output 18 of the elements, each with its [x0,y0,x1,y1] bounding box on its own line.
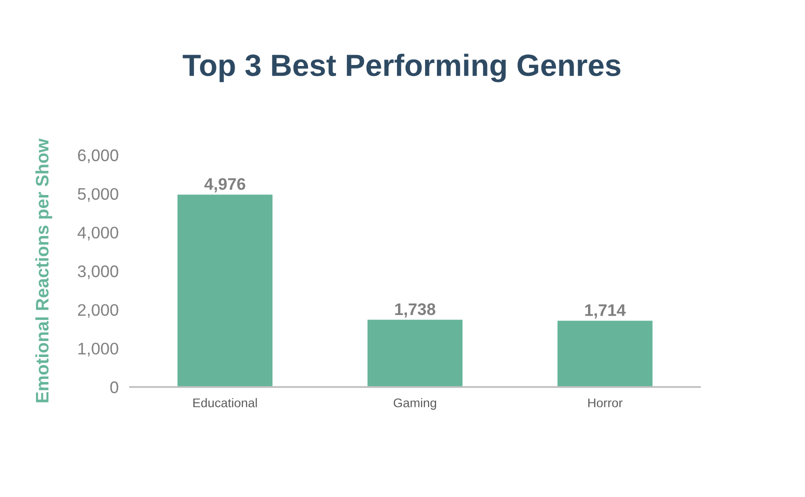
x-tick-label: Horror [588,398,623,408]
bar [558,320,652,387]
y-axis-title: Emotional Reactions per Show [35,138,52,402]
x-tick-label: Educational [193,398,257,408]
data-label: 1,714 [585,304,626,318]
bar [368,320,462,387]
chart-title: Top 3 Best Performing Genres [182,54,620,82]
y-tick-label: 0 [110,381,118,394]
data-label: 4,976 [204,178,246,192]
y-tick-label: 5,000 [78,188,118,202]
y-tick-label: 3,000 [78,265,118,280]
y-tick-label: 4,000 [78,226,118,241]
bar [178,194,272,387]
x-tick-label: Gaming [394,398,436,410]
y-tick-label: 1,000 [78,342,118,357]
data-label: 1,738 [395,303,436,318]
y-tick-label: 2,000 [78,304,118,318]
y-tick-label: 6,000 [78,149,118,164]
